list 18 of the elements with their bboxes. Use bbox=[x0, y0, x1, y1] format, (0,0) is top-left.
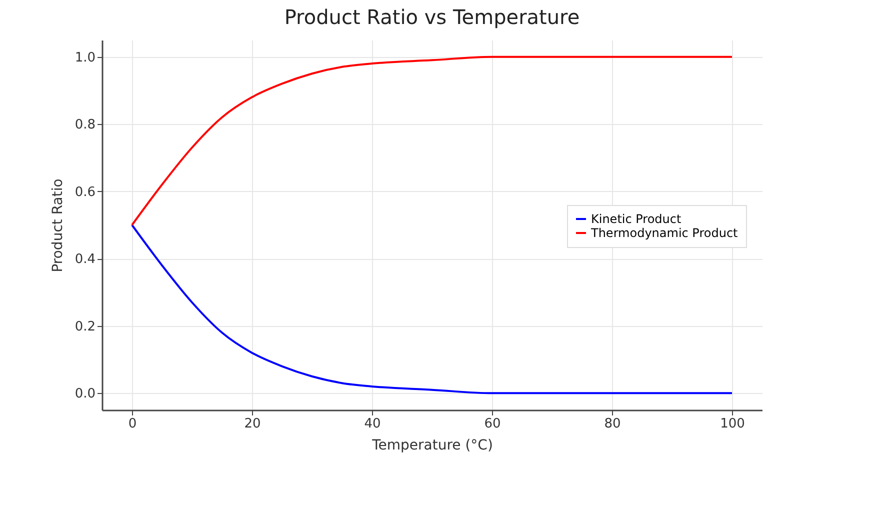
y-tick-label: 0.8 bbox=[74, 118, 96, 133]
x-tick-label: 60 bbox=[484, 416, 501, 432]
legend-label: Thermodynamic Product bbox=[590, 226, 738, 240]
y-axis-title: Product Ratio bbox=[50, 178, 66, 272]
x-tick-label: 0 bbox=[128, 416, 137, 432]
x-tick-label: 20 bbox=[244, 416, 261, 432]
y-tick-label: 0.0 bbox=[74, 386, 96, 402]
line-series bbox=[131, 56, 733, 226]
x-tick-label: 100 bbox=[720, 416, 745, 432]
y-tick-label: 0.4 bbox=[74, 252, 96, 268]
y-tick-label: 0.6 bbox=[74, 184, 96, 200]
chart-title: Product Ratio vs Temperature bbox=[284, 5, 580, 29]
x-tick-label: 40 bbox=[364, 416, 381, 432]
y-tick-label: 0.2 bbox=[74, 319, 96, 334]
x-axis-title: Temperature (°C) bbox=[371, 438, 493, 454]
x-tick-label: 80 bbox=[604, 416, 621, 432]
legend-label: Kinetic Product bbox=[591, 212, 682, 226]
y-tick-label: 1.0 bbox=[74, 50, 96, 66]
